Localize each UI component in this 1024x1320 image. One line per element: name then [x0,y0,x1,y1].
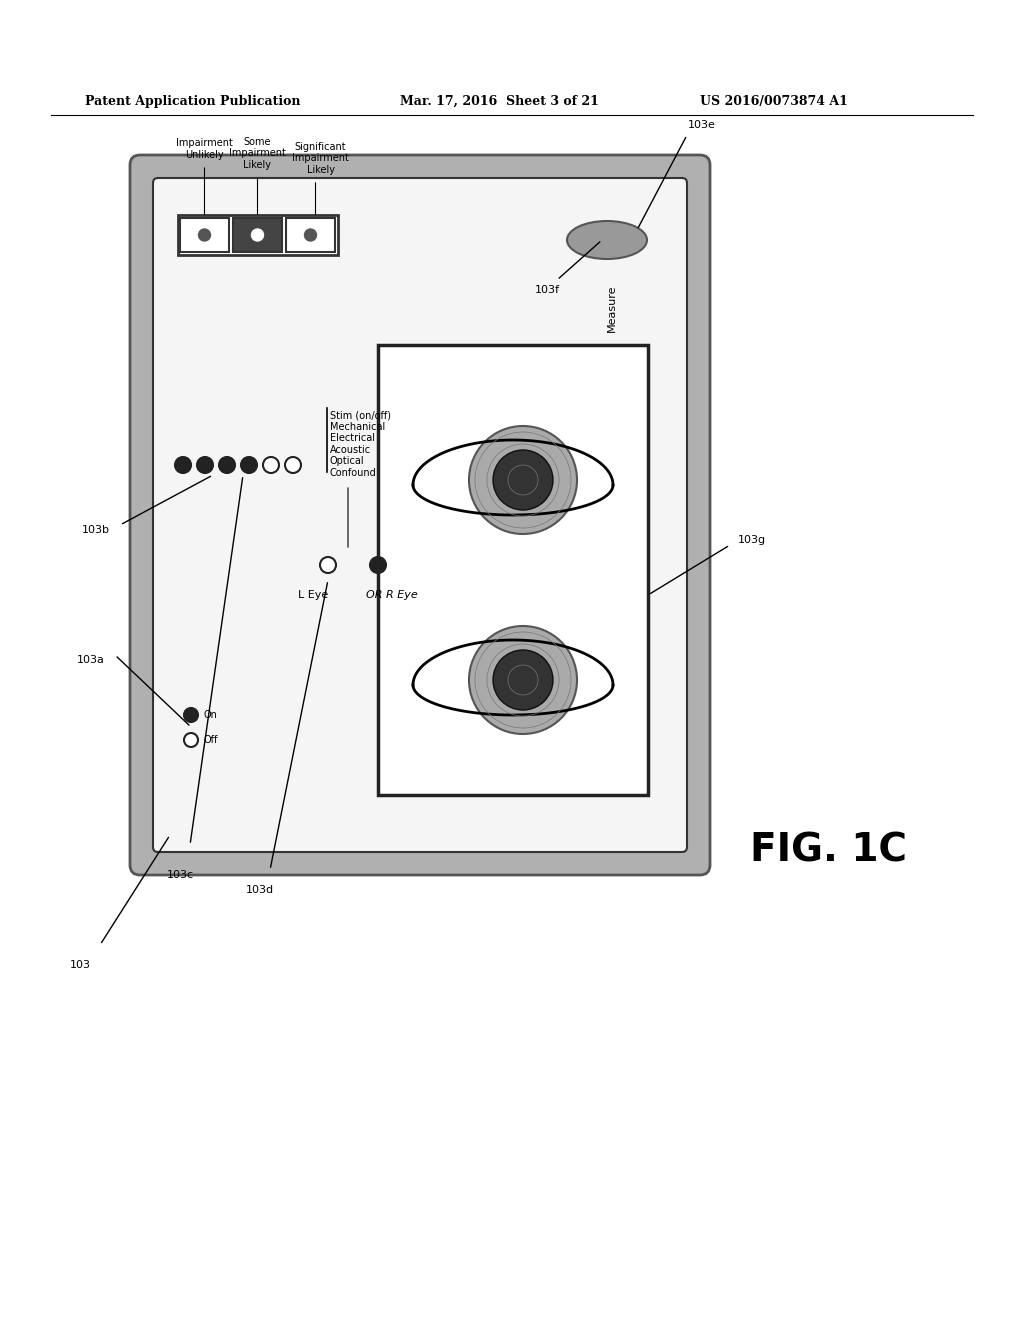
Circle shape [304,228,316,242]
Text: Stim (on/off)
Mechanical
Electrical
Acoustic
Optical
Confound: Stim (on/off) Mechanical Electrical Acou… [330,411,391,478]
Circle shape [263,457,279,473]
Text: OR R Eye: OR R Eye [366,590,418,601]
Bar [378,345,648,795]
Circle shape [184,708,198,722]
Text: Some
Impairment
Likely: Some Impairment Likely [229,137,286,170]
Bar [178,215,338,255]
Circle shape [493,649,553,710]
Circle shape [469,426,577,535]
Text: Mar. 17, 2016  Sheet 3 of 21: Mar. 17, 2016 Sheet 3 of 21 [400,95,599,108]
Circle shape [252,228,263,242]
Circle shape [319,557,336,573]
Text: US 2016/0073874 A1: US 2016/0073874 A1 [700,95,848,108]
Text: Measure: Measure [607,285,617,333]
Circle shape [175,457,191,473]
Text: Patent Application Publication: Patent Application Publication [85,95,300,108]
Circle shape [219,457,234,473]
Circle shape [199,228,211,242]
Text: 103: 103 [70,960,90,970]
Circle shape [285,457,301,473]
Text: 103a: 103a [77,655,105,665]
Circle shape [197,457,213,473]
Circle shape [184,733,198,747]
Text: Impairment
Unlikely: Impairment Unlikely [176,139,232,160]
Circle shape [469,626,577,734]
Text: 103g: 103g [738,535,766,545]
Text: 103c: 103c [167,870,194,880]
Text: Off: Off [203,735,217,744]
FancyBboxPatch shape [153,178,687,851]
Bar [233,218,282,252]
Text: FIG. 1C: FIG. 1C [750,832,907,869]
Text: 103f: 103f [535,285,559,294]
Text: On: On [203,710,217,719]
Text: L Eye: L Eye [298,590,329,601]
Bar [286,218,335,252]
Text: 103e: 103e [688,120,716,129]
Bar [180,218,229,252]
Circle shape [370,557,386,573]
Ellipse shape [567,220,647,259]
Circle shape [241,457,257,473]
Text: 103b: 103b [82,525,110,535]
Circle shape [493,450,553,510]
Text: 103d: 103d [246,884,274,895]
Text: Significant
Impairment
Likely: Significant Impairment Likely [292,141,349,176]
FancyBboxPatch shape [130,154,710,875]
